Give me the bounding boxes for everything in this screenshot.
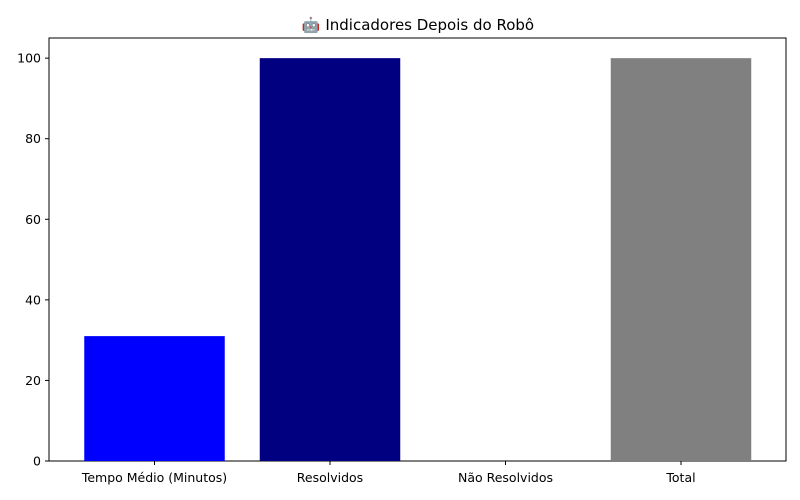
x-tick-label: Tempo Médio (Minutos) — [81, 470, 227, 485]
plot-area-frame — [48, 37, 787, 462]
bar-0 — [84, 336, 225, 461]
x-tick-label: Não Resolvidos — [458, 470, 553, 485]
bar-3 — [610, 58, 752, 462]
y-tick-label: 60 — [25, 212, 41, 227]
x-axis: Tempo Médio (Minutos) Resolvidos Não Resol… — [81, 461, 696, 485]
y-tick-label: 80 — [25, 131, 41, 146]
y-tick-label: 40 — [25, 292, 41, 307]
bar-1 — [259, 58, 401, 462]
y-axis: 0 20 40 60 80 100 — [17, 51, 49, 469]
y-tick-label: 100 — [17, 51, 41, 66]
y-tick-label: 20 — [25, 373, 41, 388]
x-tick-label: Total — [665, 470, 695, 485]
y-tick-label: 0 — [33, 454, 41, 469]
x-tick-label: Resolvidos — [297, 470, 363, 485]
chart-title: 🤖 Indicadores Depois do Robô — [302, 16, 534, 34]
bars-layer — [84, 58, 752, 462]
